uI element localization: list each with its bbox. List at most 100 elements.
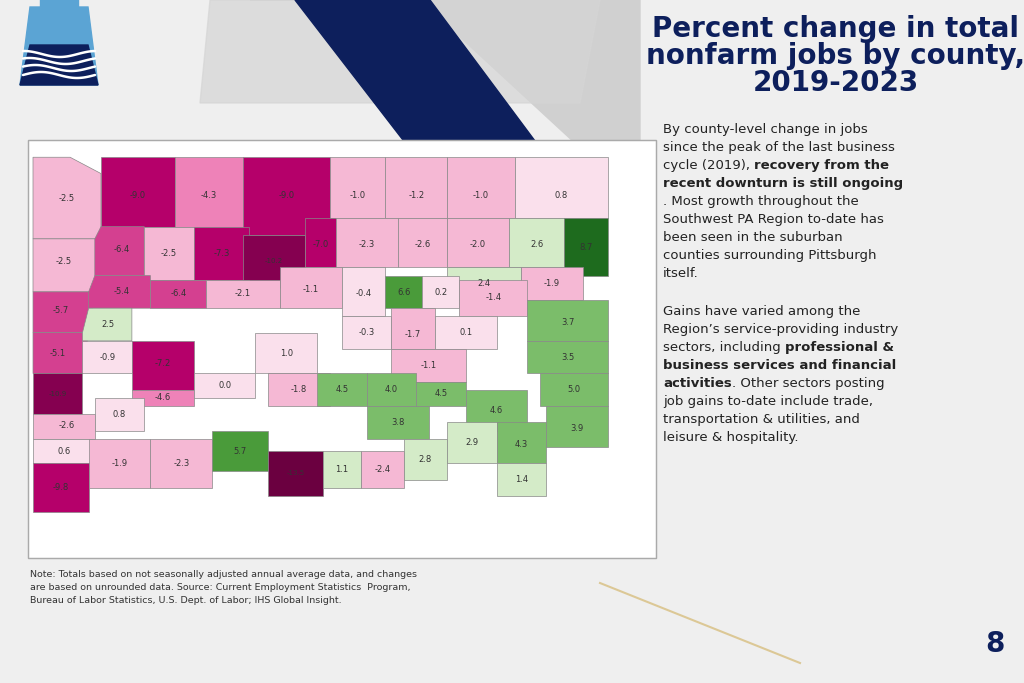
Text: -6.4: -6.4 [114,245,129,253]
Polygon shape [33,415,95,438]
Text: -2.5: -2.5 [59,193,75,203]
Polygon shape [33,239,101,292]
Polygon shape [200,0,600,103]
Text: cycle (2019),: cycle (2019), [663,159,755,172]
Polygon shape [564,219,607,275]
Text: -2.1: -2.1 [236,290,251,298]
Polygon shape [422,275,460,308]
Text: been seen in the suburban: been seen in the suburban [663,231,843,244]
Text: recovery from the: recovery from the [755,159,889,172]
Polygon shape [330,157,385,219]
Polygon shape [317,374,367,406]
Polygon shape [342,268,385,316]
Polygon shape [243,235,305,288]
Text: By county-level change in jobs: By county-level change in jobs [663,123,867,136]
Polygon shape [324,451,360,488]
Polygon shape [447,423,497,463]
Text: -2.5: -2.5 [161,249,177,257]
Polygon shape [243,157,330,235]
Polygon shape [33,333,89,374]
Text: 1.4: 1.4 [515,475,527,484]
Bar [40,0,78,7]
Text: 3.5: 3.5 [561,352,574,362]
Text: -1.7: -1.7 [404,330,421,339]
Polygon shape [20,45,98,85]
Text: nonfarm jobs by county,: nonfarm jobs by county, [646,42,1024,70]
Text: job gains to-date include trade,: job gains to-date include trade, [663,395,873,408]
Polygon shape [33,374,83,415]
Text: -1.0: -1.0 [349,191,366,201]
Text: recent downturn is still ongoing: recent downturn is still ongoing [663,177,903,190]
Polygon shape [33,292,95,333]
Text: 0.2: 0.2 [434,288,447,297]
Text: -7.2: -7.2 [155,359,171,367]
Text: counties surrounding Pittsburgh: counties surrounding Pittsburgh [663,249,877,262]
Polygon shape [336,219,397,268]
Polygon shape [83,341,132,374]
Text: since the peak of the last business: since the peak of the last business [663,141,895,154]
Text: 0.8: 0.8 [555,191,568,201]
Text: 4.0: 4.0 [385,385,398,394]
Polygon shape [509,219,564,268]
Text: 1.0: 1.0 [280,348,293,358]
Text: 0.6: 0.6 [57,447,71,456]
Polygon shape [403,438,447,479]
Polygon shape [435,316,497,349]
Text: 2.4: 2.4 [477,279,490,288]
Text: professional &: professional & [785,341,894,354]
Text: 4.6: 4.6 [489,406,503,415]
Polygon shape [33,157,101,239]
Text: -2.6: -2.6 [58,421,75,430]
Polygon shape [89,438,151,488]
Text: 8: 8 [986,630,1005,658]
Text: are based on unrounded data. Source: Current Employment Statistics  Program,: are based on unrounded data. Source: Cur… [30,583,411,592]
Text: -5.4: -5.4 [114,288,129,296]
Text: 8.7: 8.7 [580,242,593,251]
Polygon shape [132,341,194,390]
Polygon shape [447,157,515,219]
Text: 3.7: 3.7 [561,318,574,327]
Text: business services and financial: business services and financial [663,359,896,372]
Text: 5.0: 5.0 [567,385,581,394]
Polygon shape [20,7,98,85]
Polygon shape [305,219,336,268]
Text: -0.9: -0.9 [99,352,116,362]
Text: -1.2: -1.2 [409,191,424,201]
Polygon shape [360,451,403,488]
Text: -2.4: -2.4 [374,465,390,474]
Text: -9.0: -9.0 [279,191,295,201]
Text: -1.0: -1.0 [473,191,489,201]
Text: Percent change in total: Percent change in total [652,15,1019,43]
Polygon shape [416,382,466,406]
Polygon shape [527,341,607,374]
Text: 5.7: 5.7 [233,447,247,456]
Polygon shape [268,374,330,406]
Text: -5.7: -5.7 [52,306,69,315]
Text: -1.1: -1.1 [303,285,319,294]
Polygon shape [397,219,447,268]
Polygon shape [175,157,243,227]
Polygon shape [367,374,416,406]
Text: -9.8: -9.8 [52,483,69,492]
Text: 4.5: 4.5 [336,385,348,394]
Text: 2.9: 2.9 [465,438,478,447]
Text: Note: Totals based on not seasonally adjusted annual average data, and changes: Note: Totals based on not seasonally adj… [30,570,417,579]
Polygon shape [540,374,607,406]
Bar [28,140,656,558]
Text: -1.9: -1.9 [112,459,128,468]
Text: 0.0: 0.0 [218,381,231,390]
Text: 6.6: 6.6 [397,288,411,297]
Text: -10.2: -10.2 [265,258,283,264]
Polygon shape [255,333,317,374]
Polygon shape [391,308,435,349]
Polygon shape [268,451,324,496]
Polygon shape [89,275,151,308]
Polygon shape [391,349,466,382]
Text: itself.: itself. [663,267,698,280]
Text: Region’s service-providing industry: Region’s service-providing industry [663,323,898,336]
Text: -7.0: -7.0 [312,240,329,249]
Text: 2019-2023: 2019-2023 [753,69,919,97]
Text: 4.5: 4.5 [434,389,447,398]
Text: -4.6: -4.6 [155,393,171,402]
Text: activities: activities [663,377,732,390]
